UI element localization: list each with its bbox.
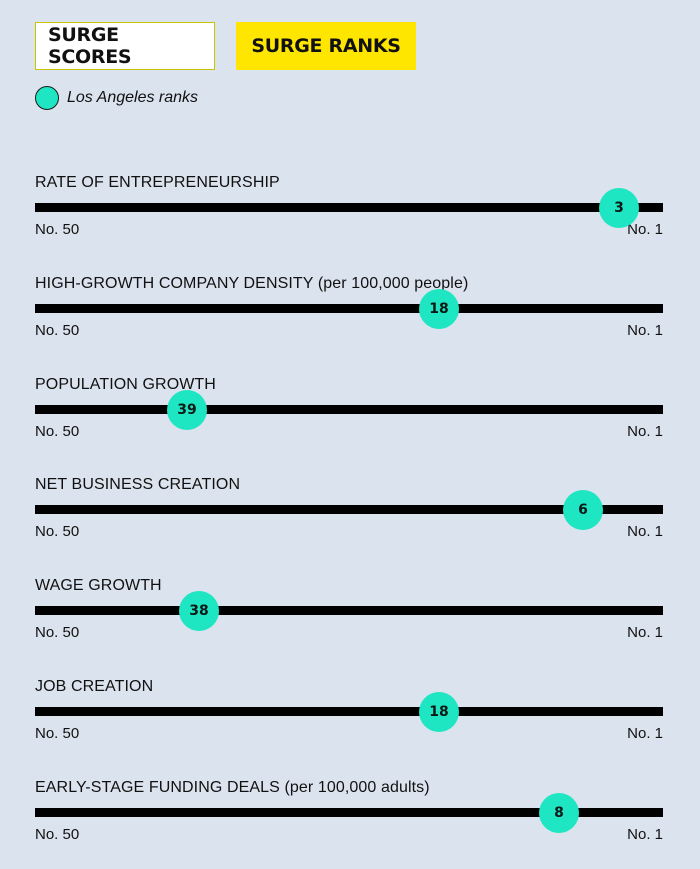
rank-track: [35, 808, 663, 817]
metric-row: JOB CREATION No. 50 No. 1 18: [35, 678, 663, 768]
rank-marker[interactable]: 38: [179, 591, 219, 631]
rank-marker[interactable]: 18: [419, 692, 459, 732]
scale-worst-label: No. 50: [35, 423, 80, 440]
tab-surge-ranks[interactable]: SURGE RANKS: [236, 22, 416, 70]
scale-worst-label: No. 50: [35, 322, 80, 339]
tab-surge-scores[interactable]: SURGE SCORES: [35, 22, 215, 70]
legend: Los Angeles ranks: [35, 86, 198, 110]
scale-best-label: No. 1: [627, 624, 663, 641]
metric-row: HIGH-GROWTH COMPANY DENSITY (per 100,000…: [35, 275, 663, 365]
metric-title: RATE OF ENTREPRENEURSHIP: [35, 174, 280, 191]
scale-worst-label: No. 50: [35, 221, 80, 238]
scale-worst-label: No. 50: [35, 624, 80, 641]
legend-marker-icon: [35, 86, 59, 110]
scale-best-label: No. 1: [627, 423, 663, 440]
metric-title: WAGE GROWTH: [35, 577, 162, 594]
rank-track: [35, 606, 663, 615]
scale-best-label: No. 1: [627, 826, 663, 843]
scale-worst-label: No. 50: [35, 523, 80, 540]
metric-title: NET BUSINESS CREATION: [35, 476, 241, 493]
scale-worst-label: No. 50: [35, 725, 80, 742]
rank-track: [35, 203, 663, 212]
rank-track: [35, 707, 663, 716]
metric-title: POPULATION GROWTH: [35, 376, 216, 393]
metric-row: POPULATION GROWTH No. 50 No. 1 39: [35, 376, 663, 466]
rank-track: [35, 505, 663, 514]
rank-marker[interactable]: 8: [539, 793, 579, 833]
scale-best-label: No. 1: [627, 725, 663, 742]
rank-marker[interactable]: 3: [599, 188, 639, 228]
metric-row: WAGE GROWTH No. 50 No. 1 38: [35, 577, 663, 667]
rank-marker[interactable]: 18: [419, 289, 459, 329]
rank-marker[interactable]: 39: [167, 390, 207, 430]
scale-best-label: No. 1: [627, 322, 663, 339]
rank-track: [35, 304, 663, 313]
metric-row: EARLY-STAGE FUNDING DEALS (per 100,000 a…: [35, 779, 663, 869]
metric-title: JOB CREATION: [35, 678, 154, 695]
metric-row: NET BUSINESS CREATION No. 50 No. 1 6: [35, 476, 663, 566]
scale-best-label: No. 1: [627, 523, 663, 540]
metric-title: HIGH-GROWTH COMPANY DENSITY (per 100,000…: [35, 275, 469, 292]
rank-marker[interactable]: 6: [563, 490, 603, 530]
scale-best-label: No. 1: [627, 221, 663, 238]
metric-title: EARLY-STAGE FUNDING DEALS (per 100,000 a…: [35, 779, 430, 796]
rank-track: [35, 405, 663, 414]
tab-bar: SURGE SCORES SURGE RANKS: [35, 22, 416, 70]
scale-worst-label: No. 50: [35, 826, 80, 843]
legend-label: Los Angeles ranks: [67, 89, 199, 106]
